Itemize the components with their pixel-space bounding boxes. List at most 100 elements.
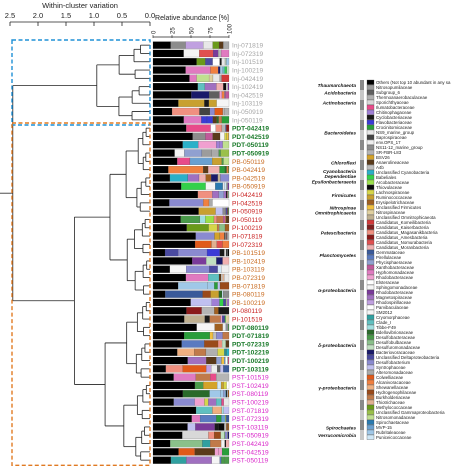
bar-segment [216, 224, 220, 232]
bar-segment [217, 282, 221, 290]
bar-segment [220, 315, 223, 323]
legend-phylum-bar [360, 230, 364, 235]
bar-segment [173, 373, 196, 381]
legend-entry: Alteromonadaceae [376, 370, 413, 375]
bar-segment [152, 249, 166, 257]
legend-entry: Bacteriovoracaceae [376, 350, 415, 355]
sample-label: Inj-102419 [232, 84, 263, 91]
bar-segment [218, 273, 222, 282]
bar-segment [219, 298, 224, 307]
sample-label: PDT-072319 [232, 341, 269, 348]
bar-segment [152, 199, 170, 207]
sample-label: PB-100219 [232, 300, 265, 307]
bar-segment [225, 348, 227, 356]
bar-segment [219, 91, 223, 99]
sample-bar [152, 249, 230, 257]
legend: Others (Not top 10 abundant in any saNit… [312, 79, 451, 440]
bar-segment [224, 182, 227, 190]
sample-bar [152, 190, 230, 199]
bar-segment [218, 41, 224, 49]
bar-segment [222, 182, 225, 190]
bar-segment [185, 41, 204, 49]
bar-segment [182, 431, 209, 439]
legend-swatch [366, 144, 375, 150]
bar-segment [178, 448, 195, 456]
bar-segment [225, 91, 230, 99]
sample-bar [152, 74, 230, 82]
bar-segment [152, 224, 187, 232]
legend-phylum-bar [360, 275, 364, 280]
legend-phylum-bar [360, 295, 364, 300]
sample-label: PST-100219 [232, 399, 269, 406]
bar-segment [195, 423, 215, 431]
sample-bar [152, 107, 230, 116]
cluster-boxes [11, 39, 151, 466]
bar-segment [182, 365, 207, 373]
legend-phylum-bar [360, 350, 364, 355]
bar-segment [197, 190, 213, 199]
bar-segment [221, 290, 224, 298]
phylum-label: Planctomycetes [319, 253, 356, 259]
bar-segment [182, 390, 210, 398]
sample-label: PI-042519 [232, 200, 263, 207]
bar-segment [208, 224, 218, 232]
bar-segment [225, 215, 227, 224]
legend-entry: Candidatus_Kaiserbacteria [376, 225, 429, 230]
bar-tick-label: 25 [171, 27, 177, 34]
bar-segment [224, 431, 228, 439]
legend-swatch [366, 204, 375, 210]
legend-phylum-bar [360, 330, 364, 335]
bar-segment [224, 224, 230, 232]
bar-segment [164, 249, 179, 257]
legend-swatch [366, 134, 375, 140]
bar-segment [225, 439, 230, 448]
bar-segment [221, 265, 230, 273]
bar-segment [205, 174, 212, 182]
bar-segment [187, 174, 200, 182]
bar-segment [196, 323, 215, 331]
bar-segment [223, 381, 227, 390]
legend-swatch [366, 394, 375, 400]
legend-phylum-bar [360, 90, 364, 95]
legend-phylum-bar [360, 355, 364, 360]
bar-segment [226, 348, 230, 356]
bar-segment [222, 332, 230, 340]
legend-swatch [366, 379, 375, 385]
bar-segment [224, 249, 227, 257]
bar-segment [212, 199, 230, 207]
legend-phylum-bar [360, 340, 364, 345]
sample-label: PB-101519 [232, 250, 265, 257]
sample-bar [152, 240, 230, 248]
bar-segment [225, 232, 227, 240]
bar-segment [185, 273, 209, 282]
legend-entry: Rhodospirillaceae [376, 300, 411, 305]
legend-swatch [366, 94, 375, 100]
sample-bar [152, 315, 230, 323]
bar-segment [204, 398, 209, 406]
bar-segment [224, 439, 227, 448]
legend-entry: Phycisphaeraceae [376, 260, 413, 265]
legend-swatch [366, 254, 375, 260]
legend-swatch [366, 289, 375, 295]
sample-label: PDT-050119 [232, 142, 269, 149]
bar-segment [152, 365, 166, 373]
bar-segment [152, 307, 187, 315]
bar-segment [201, 149, 212, 157]
bar-segment [217, 340, 223, 348]
legend-entry: Unclassified Cyanobacteria [376, 170, 430, 175]
bar-segment [226, 249, 228, 257]
sample-bar [152, 340, 230, 348]
bar-segment [216, 240, 223, 248]
sample-label: PDT-102219 [232, 350, 269, 357]
sample-label: PST-042519 [232, 449, 269, 456]
sample-bar [152, 431, 230, 439]
legend-swatch [366, 114, 375, 120]
legend-entry: Colwelliaceae [376, 375, 404, 380]
legend-phylum-bar [360, 325, 364, 330]
legend-phylum-bar [360, 425, 364, 430]
bar-segment [152, 381, 196, 390]
legend-entry: Spirochaetaceae [376, 420, 410, 425]
bar-segment [152, 390, 183, 398]
legend-phylum-bar [360, 105, 364, 110]
bar-segment [226, 83, 228, 91]
